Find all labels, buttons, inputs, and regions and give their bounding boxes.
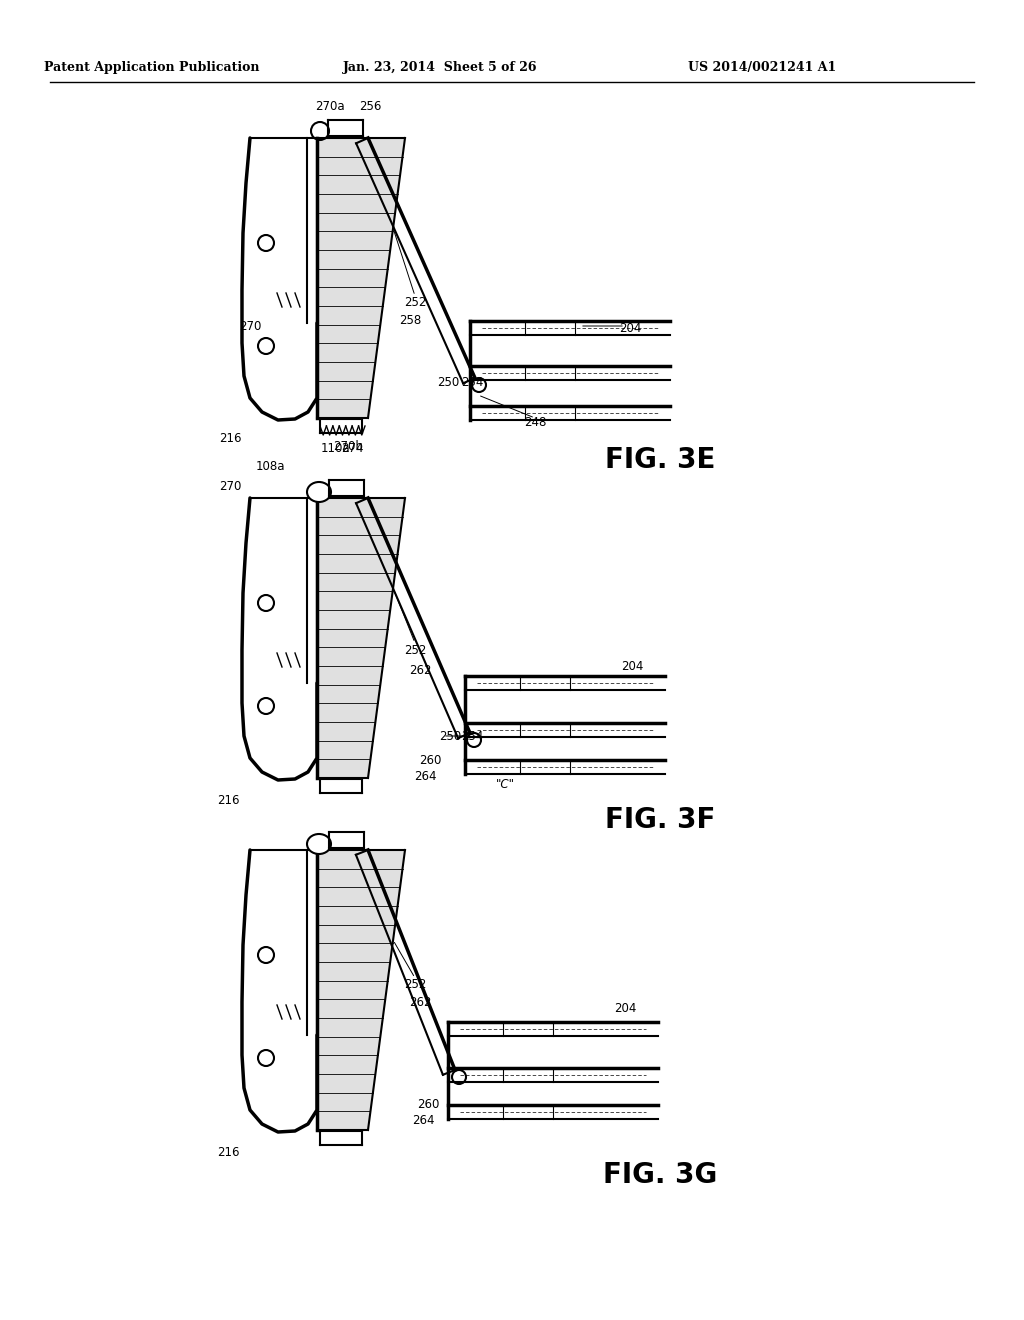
- Text: 274: 274: [341, 441, 364, 454]
- Text: 216: 216: [217, 793, 240, 807]
- Text: 250: 250: [439, 730, 461, 742]
- Text: 270a: 270a: [315, 99, 345, 112]
- Text: 110a: 110a: [321, 441, 350, 454]
- Text: 262: 262: [409, 995, 431, 1008]
- Text: 204: 204: [613, 1002, 636, 1015]
- Ellipse shape: [307, 482, 331, 502]
- Polygon shape: [317, 498, 406, 777]
- Text: 256: 256: [358, 99, 381, 112]
- Text: 270: 270: [239, 319, 261, 333]
- Text: 248: 248: [524, 417, 546, 429]
- Text: 216: 216: [219, 432, 242, 445]
- Polygon shape: [317, 850, 406, 1130]
- Text: 264: 264: [414, 770, 436, 783]
- Text: 254: 254: [461, 376, 483, 389]
- Text: 216: 216: [217, 1146, 240, 1159]
- Ellipse shape: [307, 834, 331, 854]
- Text: Jan. 23, 2014  Sheet 5 of 26: Jan. 23, 2014 Sheet 5 of 26: [343, 62, 538, 74]
- Text: 250: 250: [437, 376, 459, 389]
- Text: "C": "C": [496, 779, 514, 792]
- Text: FIG. 3F: FIG. 3F: [605, 807, 715, 834]
- Text: 260: 260: [419, 754, 441, 767]
- Text: 270: 270: [219, 479, 242, 492]
- Text: 252: 252: [403, 297, 426, 309]
- Text: FIG. 3G: FIG. 3G: [603, 1162, 717, 1189]
- Text: 252: 252: [403, 978, 426, 991]
- Text: Patent Application Publication: Patent Application Publication: [44, 62, 260, 74]
- Text: 258: 258: [399, 314, 421, 327]
- Text: 254: 254: [461, 730, 483, 742]
- Text: 204: 204: [618, 322, 641, 334]
- Text: FIG. 3E: FIG. 3E: [605, 446, 715, 474]
- Polygon shape: [317, 139, 406, 418]
- Text: 260: 260: [417, 1098, 439, 1111]
- Text: 264: 264: [412, 1114, 434, 1126]
- Text: 204: 204: [621, 660, 643, 672]
- Text: 252: 252: [403, 644, 426, 656]
- Text: 270b: 270b: [333, 440, 362, 453]
- Text: 108a: 108a: [255, 459, 285, 473]
- Text: US 2014/0021241 A1: US 2014/0021241 A1: [688, 62, 837, 74]
- Text: 262: 262: [409, 664, 431, 676]
